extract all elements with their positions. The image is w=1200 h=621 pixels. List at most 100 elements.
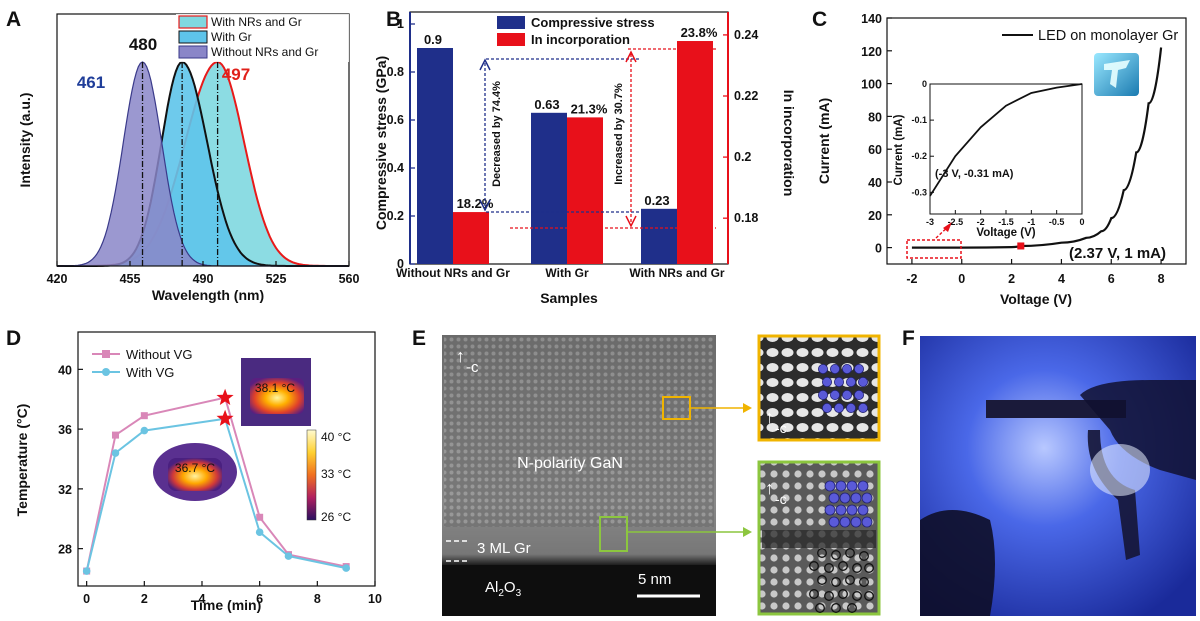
bar-in-1 xyxy=(567,117,603,264)
legend-label-stress: Compressive stress xyxy=(531,15,655,30)
y-tick-label-b: 0.8 xyxy=(387,65,404,79)
substrate-atom xyxy=(817,575,827,585)
panel-f: F xyxy=(902,327,1196,616)
atom-top xyxy=(842,363,853,374)
inset-x-tick-label: -2 xyxy=(977,217,985,227)
x-tick-label-c: 8 xyxy=(1158,272,1165,286)
inset-x-tick-label: -2.5 xyxy=(948,217,964,227)
y2-tick-label-b: 0.18 xyxy=(734,211,758,225)
point-without-vg xyxy=(256,513,264,521)
substrate-atom xyxy=(809,561,819,571)
substrate-atom xyxy=(845,575,855,585)
atom-top xyxy=(830,363,841,374)
atom-bottom xyxy=(839,492,851,504)
direction-label-bottom: -c xyxy=(775,491,787,507)
y-tick-label-b: 0.4 xyxy=(387,161,404,175)
bar-label-in-2: 23.8% xyxy=(681,25,718,40)
category-label-1: With Gr xyxy=(545,266,589,280)
area-with-gr xyxy=(57,62,349,266)
x-tick-label-a: 455 xyxy=(120,272,141,286)
axes-a: 420 455 490 525 560 xyxy=(47,261,359,286)
legend-swatch-in xyxy=(497,33,525,46)
panel-b: B 0.918.2%Without NRs and Gr0.63 21.3%Wit… xyxy=(373,8,797,306)
atom-bottom xyxy=(857,480,869,492)
x-axis-label-a: Wavelength (nm) xyxy=(152,287,264,303)
direction-c-bottom: ↑ xyxy=(765,478,774,498)
atom-bottom xyxy=(850,516,862,528)
panel-a-letter: A xyxy=(6,8,21,31)
annotation-decreased: Decreased by 74.4% xyxy=(491,81,503,187)
plot-frame-c xyxy=(886,17,1187,265)
x-tick-label-d: 4 xyxy=(199,592,206,606)
inset-y-tick-label: -0.1 xyxy=(911,115,927,125)
atom-top xyxy=(834,402,845,413)
direction-c-main: ↑ xyxy=(456,346,465,366)
iv-curve xyxy=(911,47,1163,249)
substrate-atom xyxy=(864,591,874,601)
atom-bottom xyxy=(828,516,840,528)
y2-tick-label-b: 0.2 xyxy=(734,150,751,164)
legend-label-gr: With Gr xyxy=(211,30,252,44)
bars-b: 0.918.2%Without NRs and Gr0.63 21.3%With … xyxy=(396,25,725,280)
bar-in-0 xyxy=(453,212,489,264)
bar-stress-0 xyxy=(417,48,453,264)
substrate-atom xyxy=(859,551,869,561)
bar-in-2 xyxy=(677,41,713,264)
substrate-atom xyxy=(824,591,834,601)
legend-swatch-stress xyxy=(497,16,525,29)
y-tick-label-d: 36 xyxy=(58,423,72,437)
bar-label-stress-0: 0.9 xyxy=(424,32,442,47)
substrate-atom xyxy=(831,603,841,613)
x-tick-label-d: 0 xyxy=(83,592,90,606)
colorbar-mid: 33 °C xyxy=(321,467,351,481)
inset-x-tick-label: -0.5 xyxy=(1049,217,1065,227)
x-tick-label-d: 6 xyxy=(256,592,263,606)
y-tick-label-c: 120 xyxy=(861,45,882,59)
x-tick-label-d: 2 xyxy=(141,592,148,606)
y-tick-label-c: 0 xyxy=(875,242,882,256)
x-axis-label-b: Samples xyxy=(540,290,598,306)
zoom-image-top: ↑ -c xyxy=(757,334,881,442)
substrate-atom xyxy=(864,563,874,573)
legend-label-in: In incorporation xyxy=(531,32,630,47)
y-tick-label-c: 40 xyxy=(868,176,882,190)
scale-bar-label: 5 nm xyxy=(638,571,671,588)
direction-label-top: -c xyxy=(775,420,787,436)
substrate-atom xyxy=(838,589,848,599)
gan-label: N-polarity GaN xyxy=(517,455,623,472)
y-tick-label-d: 40 xyxy=(58,363,72,377)
x-axis-label-c: Voltage (V) xyxy=(1000,291,1072,307)
inset-y-tick-label: -0.3 xyxy=(911,187,927,197)
legend-label-with-vg: With VG xyxy=(126,365,174,380)
atom-top xyxy=(834,376,845,387)
spectra-area xyxy=(57,60,349,267)
x-tick-label-d: 10 xyxy=(368,592,382,606)
inset-plot: -3 -2.5 -2 -1.5 -1 -0.5 0 0 -0.1 -0.2 -0.3 (-3 V, … xyxy=(893,79,1085,239)
y-tick-label-b: 1 xyxy=(397,17,404,31)
substrate-atom xyxy=(831,577,841,587)
legend-a: With NRs and Gr With Gr Without NRs and … xyxy=(176,14,349,62)
substrate-atom xyxy=(852,563,862,573)
atom-bottom xyxy=(828,492,840,504)
inset-x-tick-label: 0 xyxy=(1079,217,1084,227)
atom-bottom xyxy=(861,492,873,504)
zoom-box-bottom xyxy=(599,516,628,552)
panel-e-letter: E xyxy=(412,327,426,350)
inset-y-tick-label: 0 xyxy=(922,79,927,89)
y-axis-label-a: Intensity (a.u.) xyxy=(17,93,33,188)
panel-f-letter: F xyxy=(902,327,915,350)
panel-d-letter: D xyxy=(6,327,21,350)
x-tick-label-a: 525 xyxy=(266,272,287,286)
substrate-atom xyxy=(824,563,834,573)
atom-bottom xyxy=(835,504,847,516)
atom-bottom xyxy=(824,504,836,516)
atom-top xyxy=(818,389,829,400)
y-tick-label-d: 28 xyxy=(58,543,72,557)
colorbar-top: 40 °C xyxy=(321,430,351,444)
atom-bottom xyxy=(861,516,873,528)
atom-bottom xyxy=(850,492,862,504)
legend-swatch-without xyxy=(178,45,208,59)
y-axis-label-b: Compressive stress (GPa) xyxy=(373,56,389,230)
